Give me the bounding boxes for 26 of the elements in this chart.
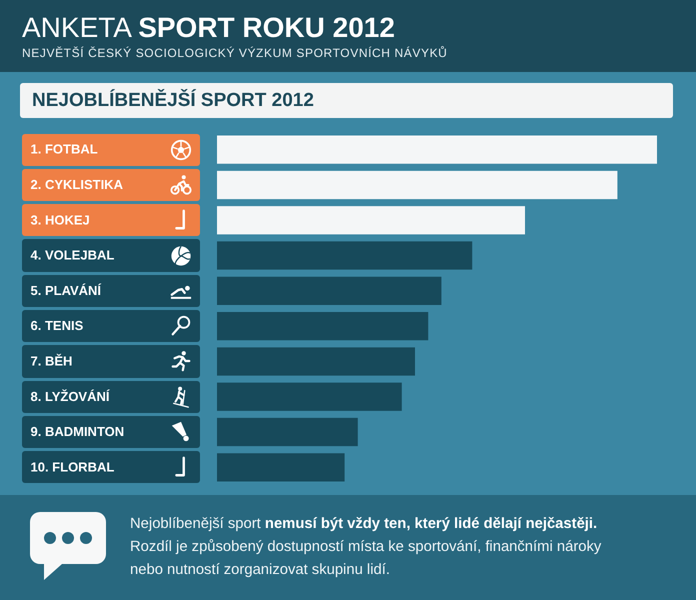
y-tick-label: 1. FOTBAL — [30, 142, 98, 157]
y-tick-label: 10. FLORBAL — [30, 459, 114, 474]
bar — [217, 276, 442, 305]
bar — [217, 347, 415, 376]
y-tick-label: 3. HOKEJ — [30, 212, 90, 228]
y-tick-label: 5. PLAVÁNÍ — [30, 282, 102, 298]
bar — [217, 453, 345, 482]
y-tick-label: 7. BĚH — [30, 353, 72, 368]
chart-title: ANKETA SPORT ROKU 2012 — [22, 12, 395, 43]
bar — [217, 136, 657, 164]
y-tick-label: 9. BADMINTON — [30, 424, 124, 440]
bar — [217, 312, 428, 340]
chart-subtitle: NEJVĚTŠÍ ČESKÝ SOCIOLOGICKÝ VÝZKUM SPORTOVNÍCH NÁVYKŮ — [22, 46, 448, 60]
bar — [217, 241, 472, 270]
text: Nejoblíbenější sport — [130, 516, 261, 532]
bar — [217, 206, 525, 234]
text: nemusí být vždy ten, který lidé dělají nejčastěji. — [264, 516, 598, 532]
bar — [217, 382, 402, 411]
y-tick-label: 8. LYŽOVÁNÍ — [30, 388, 110, 404]
text: NEJOBLÍBENĚJŠÍ SPORT 2012 — [32, 90, 314, 111]
y-tick-label: 4. VOLEJBAL — [30, 248, 114, 263]
text: Rozdíl je způsobený dostupností místa ke sportování, finančními nároky nebo nutností zorganizovat skupinu lidí. — [130, 538, 602, 580]
y-tick-label: 2. CYKLISTIKA — [30, 176, 124, 192]
y-tick-label: 6. TENIS — [30, 318, 84, 334]
bar — [217, 170, 618, 200]
bar — [217, 418, 358, 446]
